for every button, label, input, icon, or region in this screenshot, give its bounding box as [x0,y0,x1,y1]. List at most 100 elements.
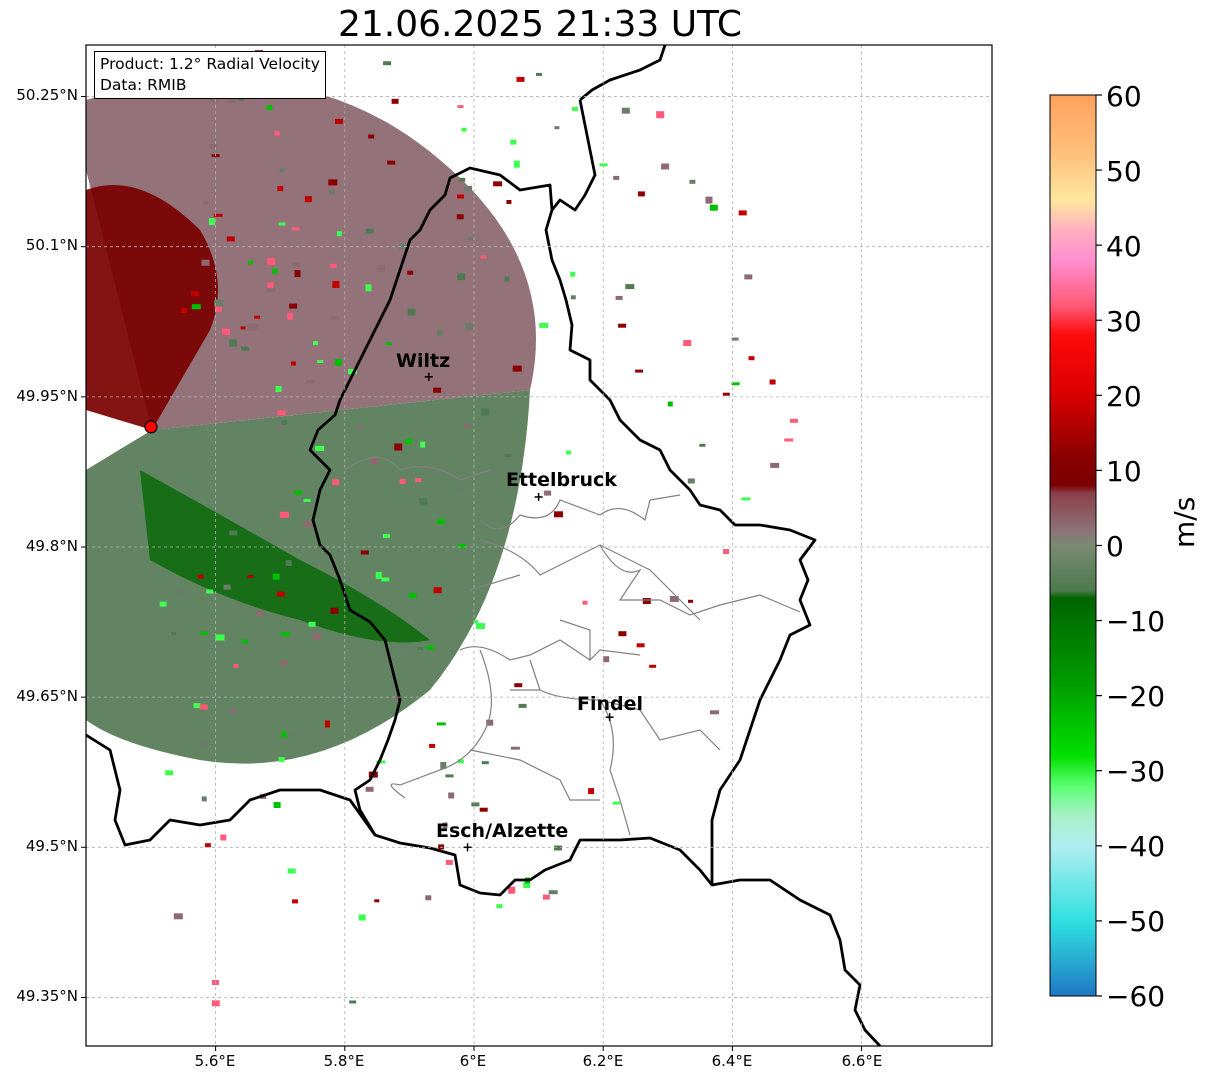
echo-speckle [618,323,627,328]
germany-border-north [579,45,667,102]
echo-speckle [445,774,454,778]
echo-speckle [332,479,340,486]
echo-speckle [206,589,214,594]
echo-speckle [349,1000,357,1004]
echo-speckle [417,647,424,650]
echo-speckle [379,532,386,540]
echo-speckle [334,358,342,366]
echo-speckle [744,274,753,280]
echo-speckle [165,770,174,776]
echo-speckle [281,419,287,425]
echo-speckle [621,107,630,114]
echo-speckle [436,722,446,726]
echo-speckle [200,741,208,748]
echo-speckle [603,656,610,663]
echo-speckle [201,796,207,802]
echo-speckle [618,631,627,637]
echo-speckle [287,312,294,320]
echo-speckle [789,418,798,423]
echo-speckle [365,228,374,234]
echo-speckle [266,105,273,111]
echo-speckle [247,575,254,579]
echo-speckle [250,324,259,329]
echo-speckle [649,664,657,668]
echo-speckle [419,498,428,505]
echo-speckle [699,443,706,447]
echo-speckle [376,264,386,272]
luxembourg-border [308,166,817,897]
echo-speckle [374,899,380,903]
echo-speckle [539,322,549,328]
echo-speckle [512,365,522,372]
echo-speckle [360,550,369,555]
echo-speckle [415,478,422,483]
echo-speckle [292,899,298,904]
echo-speckle [504,454,512,458]
echo-speckle [358,914,366,921]
echo-speckle [308,621,316,627]
echo-speckle [223,584,231,590]
echo-speckle [582,600,588,605]
echo-speckle [382,534,390,538]
echo-speckle [365,786,374,792]
echo-speckle [267,257,276,265]
echo-speckle [457,273,466,281]
echo-speckle [457,105,464,109]
germany-border-east [550,99,597,212]
lat-tick-label: 49.65°N [16,687,78,705]
echo-speckle [784,438,794,442]
echo-speckle [429,743,436,748]
national-borders [86,45,882,1046]
map-layers [86,45,992,1046]
echo-speckle [536,72,542,76]
data-source-label: Data: RMIB [100,76,187,94]
echo-speckle [391,98,399,104]
echo-speckle [408,593,417,599]
echo-speckle [448,792,455,799]
echo-speckle [456,214,464,220]
city-label-findel: Findel [577,693,644,715]
city-markers [424,372,614,852]
echo-speckle [459,177,466,182]
echo-speckle [741,497,751,501]
echo-speckle [290,361,296,366]
echo-speckle [481,408,490,416]
echo-speckle [465,323,473,330]
echo-speckle [226,236,235,242]
echo-speckle [514,683,523,688]
district-borders [344,457,801,836]
echo-speckle [281,731,287,738]
lat-tick-label: 49.95°N [16,387,78,405]
echo-speckle [486,719,494,726]
echo-speckle [637,191,645,197]
colorbar-tick-label: −10 [1106,605,1166,638]
colorbar-tick-label: 40 [1106,230,1142,263]
colorbar-tick-label: 10 [1106,455,1142,488]
echo-speckle [376,760,386,764]
echo-speckle [457,194,464,199]
echo-speckle [461,127,467,132]
echo-speckle [278,222,286,226]
echo-speckle [636,643,645,648]
echo-speckle [523,882,531,889]
echo-speckle [457,759,464,764]
echo-speckle [506,200,512,204]
echo-speckle [642,598,651,604]
lat-tick-label: 49.35°N [16,987,78,1005]
echo-speckle [276,425,284,429]
echo-speckle [385,342,392,346]
echo-speckle [572,106,578,111]
echo-speckle [407,308,416,316]
echo-speckle [635,369,644,373]
echo-speckle [277,186,284,192]
city-label-esch: Esch/Alzette [436,820,569,842]
echo-speckle [274,130,280,136]
echo-speckle [173,913,183,920]
echo-speckle [254,315,261,319]
radar-site-marker [144,420,158,434]
echo-speckle [391,697,399,701]
echo-speckle [203,200,209,205]
echo-speckle [481,761,489,765]
echo-speckle [197,574,204,579]
colorbar-unit-label: m/s [1168,496,1201,548]
